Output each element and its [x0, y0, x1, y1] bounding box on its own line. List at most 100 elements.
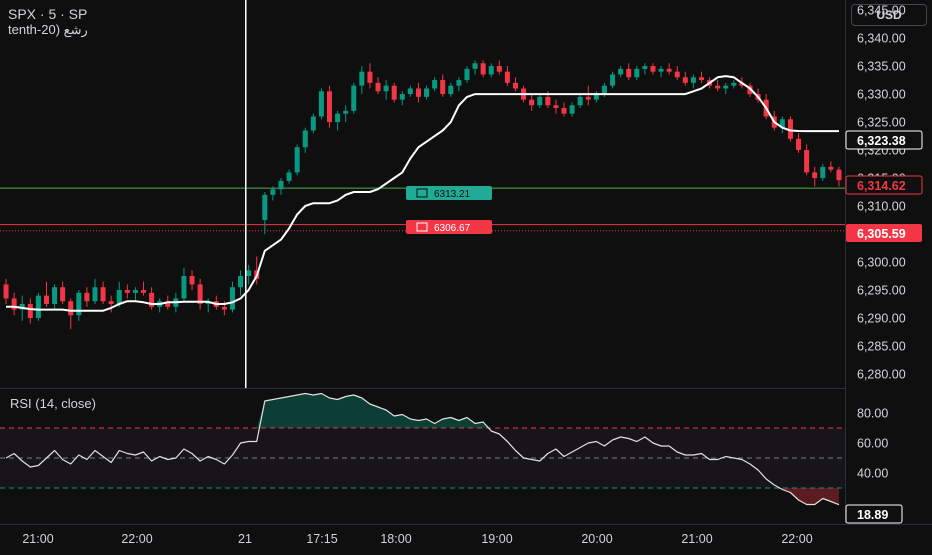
candle-body — [76, 292, 82, 316]
candle-body — [618, 68, 624, 75]
candle-body — [84, 292, 90, 302]
candle-body — [512, 82, 519, 89]
candle-body — [650, 66, 656, 72]
time-tick-label: 19:00 — [481, 532, 512, 546]
rsi-oversold-fill — [6, 488, 839, 505]
candle-body — [812, 172, 818, 179]
candle-body — [593, 94, 599, 100]
candle-body — [415, 88, 421, 97]
rsi-tick-label: 80.00 — [857, 407, 888, 421]
candle-body — [391, 85, 397, 100]
price-tick-label: 6,335.00 — [857, 60, 906, 74]
candle-body — [383, 85, 389, 92]
candle-body — [545, 96, 551, 106]
moving-average-layer — [6, 75, 839, 312]
candle-body — [318, 91, 324, 117]
price-tick-label: 6,280.00 — [857, 368, 906, 382]
green-level-tag[interactable]: 6313.21 — [406, 186, 492, 200]
candle-body — [529, 99, 535, 106]
rsi-overbought-fill — [6, 393, 839, 428]
candle-body — [60, 287, 66, 302]
time-tick-label: 21:00 — [22, 532, 53, 546]
time-tick-label: 22:00 — [121, 532, 152, 546]
red-level-axis-value: 6,305.59 — [857, 227, 906, 241]
candle-body — [149, 292, 155, 307]
candle-body — [537, 96, 543, 106]
alert-icon — [416, 222, 428, 232]
time-tick-label: 21 — [238, 532, 252, 546]
candle-body — [68, 301, 74, 316]
candle-body — [601, 85, 607, 95]
rsi-tick-label: 40.00 — [857, 467, 888, 481]
time-axis[interactable]: 21:00 22:00 21 17:15 18:00 19:00 20:00 21:00 22:… — [22, 532, 812, 546]
candle-body — [553, 105, 559, 109]
price-tick-label: 6,295.00 — [857, 284, 906, 298]
candle-body — [367, 71, 373, 83]
candle-body — [221, 306, 227, 310]
candle-body — [116, 290, 122, 305]
candle-body — [343, 110, 349, 114]
candle-body — [666, 68, 672, 72]
symbol-legend[interactable]: SPX · 5 · SP — [8, 6, 88, 22]
currency-button[interactable]: USD — [851, 4, 927, 26]
candle-body — [302, 130, 308, 148]
candle-body — [165, 301, 171, 307]
candle-body — [440, 80, 446, 95]
candle-body — [92, 287, 98, 302]
candle-body — [3, 284, 9, 299]
candle-body — [569, 105, 575, 114]
time-tick-label: 18:00 — [380, 532, 411, 546]
time-tick-label: 20:00 — [581, 532, 612, 546]
candle-body — [698, 77, 704, 81]
price-tick-label: 6,345.00 — [857, 4, 906, 18]
candle-body — [246, 270, 252, 277]
candle-body — [335, 113, 341, 123]
candle-body — [43, 295, 49, 305]
candle-body — [456, 80, 462, 86]
red-level-tag[interactable]: 6306.67 — [406, 220, 492, 234]
ma-last-tag: 6,323.38 — [845, 130, 923, 150]
rsi-band — [0, 427, 845, 489]
ma-last-value: 6,323.38 — [857, 134, 906, 148]
candle-body — [585, 96, 591, 100]
candle-body — [326, 91, 333, 123]
candle-body — [407, 88, 413, 95]
candle-body — [779, 119, 785, 128]
candle-body — [238, 276, 244, 288]
rsi-axis[interactable]: 80.00 60.00 40.00 — [857, 407, 888, 481]
pane-separator[interactable] — [0, 388, 845, 389]
candle-body — [52, 287, 58, 305]
rsi-tick-label: 60.00 — [857, 437, 888, 451]
candle-body — [787, 119, 793, 139]
candle-body — [804, 150, 810, 173]
green-level-value: 6313.21 — [434, 189, 471, 200]
candle-body — [124, 290, 130, 293]
price-tick-label: 6,300.00 — [857, 256, 906, 270]
rsi-legend[interactable]: RSI (14, close) — [10, 396, 96, 411]
candle-body — [229, 287, 235, 310]
candle-body — [626, 68, 632, 78]
candle-body — [658, 68, 664, 72]
moving-average-line — [6, 75, 839, 312]
candle-body — [715, 85, 721, 89]
price-tick-label: 6,310.00 — [857, 200, 906, 214]
candle-body — [359, 71, 365, 86]
price-tick-label: 6,290.00 — [857, 312, 906, 326]
price-tick-label: 6,325.00 — [857, 116, 906, 130]
candle-body — [432, 80, 438, 89]
candle-body — [577, 96, 583, 106]
price-tick-label: 6,340.00 — [857, 32, 906, 46]
candle-body — [197, 284, 203, 305]
indicator-legend[interactable]: tenth-20) رشع — [8, 22, 88, 37]
candle-body — [19, 304, 25, 310]
candle-body — [674, 71, 680, 78]
rsi-last-tag: 18.89 — [845, 504, 903, 524]
price-axis-border — [845, 0, 846, 524]
candle-body — [480, 63, 486, 75]
candle-body — [610, 74, 616, 86]
price-tick-label: 6,285.00 — [857, 340, 906, 354]
candle-body — [351, 85, 357, 111]
candle-body — [723, 85, 729, 89]
